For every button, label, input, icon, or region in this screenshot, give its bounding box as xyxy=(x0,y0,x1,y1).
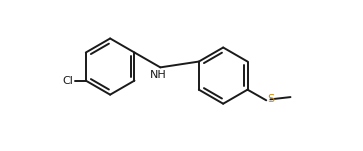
Text: NH: NH xyxy=(150,70,167,80)
Text: Cl: Cl xyxy=(62,76,73,86)
Text: S: S xyxy=(268,94,275,104)
